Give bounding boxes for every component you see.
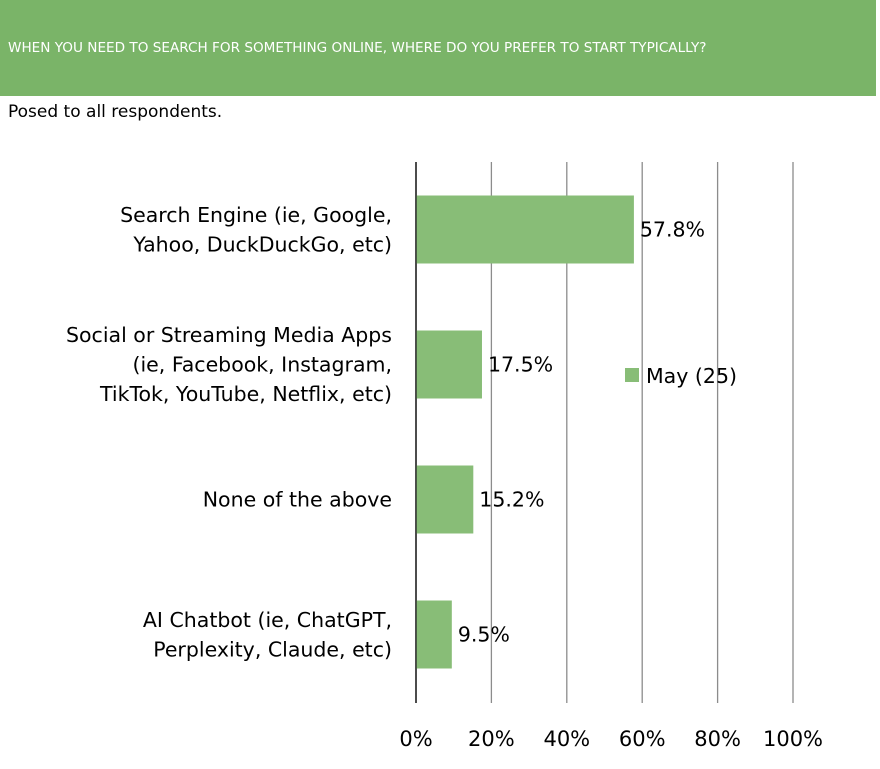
x-tick-label: 80% xyxy=(694,727,741,751)
bar xyxy=(416,330,482,399)
data-label: 57.8% xyxy=(640,218,705,242)
legend-label: May (25) xyxy=(646,364,737,388)
x-tick-label: 40% xyxy=(543,727,590,751)
bar xyxy=(416,465,474,534)
category-label-line: Yahoo, DuckDuckGo, etc) xyxy=(132,232,392,256)
data-label: 17.5% xyxy=(488,353,553,377)
category-label-line: (ie, Facebook, Instagram, xyxy=(132,353,392,377)
category-label-line: Social or Streaming Media Apps xyxy=(66,323,392,347)
category-label-line: AI Chatbot (ie, ChatGPT, xyxy=(143,608,392,632)
data-label: 9.5% xyxy=(458,623,510,647)
category-label: AI Chatbot (ie, ChatGPT, Perplexity, Clau… xyxy=(143,608,392,662)
category-label-line: None of the above xyxy=(203,488,392,512)
category-label-line: TikTok, YouTube, Netflix, etc) xyxy=(99,382,392,406)
bar xyxy=(416,195,634,264)
category-label: Search Engine (ie, Google, Yahoo, DuckDuc… xyxy=(120,203,392,257)
category-label: Social or Streaming Media Apps (ie, Faceb… xyxy=(66,323,392,406)
legend-swatch xyxy=(625,368,639,382)
x-tick-label: 20% xyxy=(468,727,515,751)
data-label: 15.2% xyxy=(479,488,544,512)
question-header: WHEN YOU NEED TO SEARCH FOR SOMETHING ON… xyxy=(0,0,876,96)
category-label-line: Perplexity, Claude, etc) xyxy=(153,637,392,661)
x-tick-label: 0% xyxy=(399,727,432,751)
category-label: None of the above xyxy=(203,488,392,512)
x-tick-label: 100% xyxy=(763,727,823,751)
x-tick-label: 60% xyxy=(619,727,666,751)
category-label-line: Search Engine (ie, Google, xyxy=(120,203,392,227)
question-title: WHEN YOU NEED TO SEARCH FOR SOMETHING ON… xyxy=(8,40,707,56)
bar xyxy=(416,600,452,669)
chart-subtitle: Posed to all respondents. xyxy=(8,102,223,122)
